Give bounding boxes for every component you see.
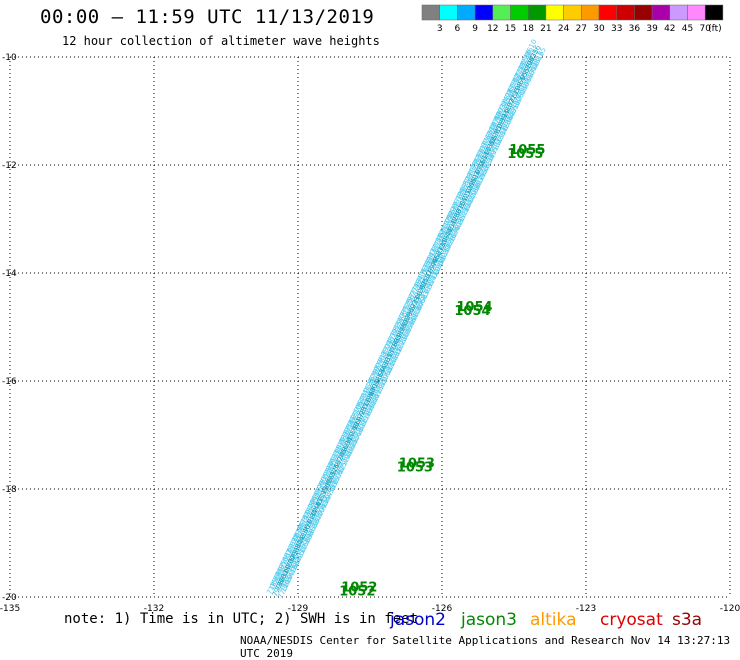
time-label: 1054 [456, 300, 492, 315]
y-tick-label: -20 [2, 593, 17, 603]
scale-swatch [687, 4, 706, 21]
scale-label: 39 [646, 24, 658, 34]
scale-label: 30 [593, 24, 605, 34]
scale-label: 27 [576, 24, 587, 34]
x-tick-label: -129 [288, 604, 309, 614]
time-label: 1054 [454, 304, 490, 319]
y-tick-label: -16 [2, 377, 17, 387]
time-label: 1053 [397, 460, 433, 475]
axis-tick-labels: -135 -132 -129 -126 -123 -120 -10 -12 -14 -16 -18 -… [0, 53, 740, 614]
x-tick-label: -132 [144, 604, 164, 614]
time-label: 1052 [339, 585, 375, 600]
altimeter-track: 7.0010.697.239.238.498.819.507.668.329.1… [265, 38, 547, 600]
time-label: 1055 [509, 143, 545, 158]
scale-label: 18 [522, 24, 534, 34]
y-tick-label: -12 [2, 161, 17, 171]
scale-swatch [474, 4, 494, 21]
legend-s3a: s3a [672, 610, 703, 630]
scale-swatch [527, 4, 547, 21]
x-tick-label: -135 [0, 604, 20, 614]
scale-unit: (ft) [708, 24, 722, 34]
scale-label: 3 [437, 24, 443, 34]
scale-label: 45 [682, 24, 693, 34]
scale-swatch [457, 4, 476, 21]
scale-label: 42 [664, 24, 675, 34]
scale-swatch [510, 4, 529, 21]
y-tick-label: -14 [2, 269, 17, 279]
scale-swatch [704, 4, 724, 21]
chart-title: 00:00 – 11:59 UTC 11/13/2019 [40, 6, 375, 28]
scale-swatch [563, 4, 582, 21]
legend-jason3: jason3 [461, 610, 517, 630]
x-tick-label: -123 [576, 604, 596, 614]
scale-swatch [669, 4, 688, 21]
footer-note: note: 1) Time is in UTC; 2) SWH is in fe… [64, 611, 419, 627]
scale-swatch [598, 4, 617, 21]
scale-swatch [651, 4, 671, 21]
footer-credit: NOAA/NESDIS Center for Satellite Applica… [240, 634, 731, 660]
scale-swatch [439, 4, 458, 21]
legend-altika: altika [530, 610, 577, 630]
scale-swatch [545, 4, 564, 21]
scale-label: 70 [699, 24, 711, 34]
x-tick-label: -120 [720, 604, 740, 614]
scale-label: 12 [487, 24, 498, 34]
time-label: 1053 [399, 456, 435, 471]
scale-label: 24 [558, 24, 570, 34]
x-tick-label: -126 [432, 604, 453, 614]
scale-swatch [492, 4, 511, 21]
color-scale-bar: 3 6 9 12 15 18 21 24 27 30 33 36 39 42 45 70(ft) [421, 4, 724, 34]
scale-label: 36 [629, 24, 641, 34]
time-label: 1055 [507, 147, 543, 162]
scale-swatch [634, 4, 653, 21]
grid-lines [9, 56, 731, 598]
time-label: 1052 [341, 581, 377, 596]
y-tick-label: -18 [2, 485, 17, 495]
scale-label: 21 [540, 24, 551, 34]
scale-swatch [421, 4, 440, 21]
scale-swatch [581, 4, 600, 21]
chart-subtitle: 12 hour collection of altimeter wave hei… [62, 34, 380, 48]
scale-label: 9 [472, 24, 478, 34]
y-tick-label: -10 [2, 53, 17, 63]
scale-label: 6 [455, 24, 461, 34]
scale-label: 15 [505, 24, 516, 34]
legend-cryosat: cryosat [600, 610, 663, 630]
legend-jason2: jason2 [390, 610, 446, 630]
scale-label: 33 [611, 24, 622, 34]
scale-swatch [616, 4, 635, 21]
